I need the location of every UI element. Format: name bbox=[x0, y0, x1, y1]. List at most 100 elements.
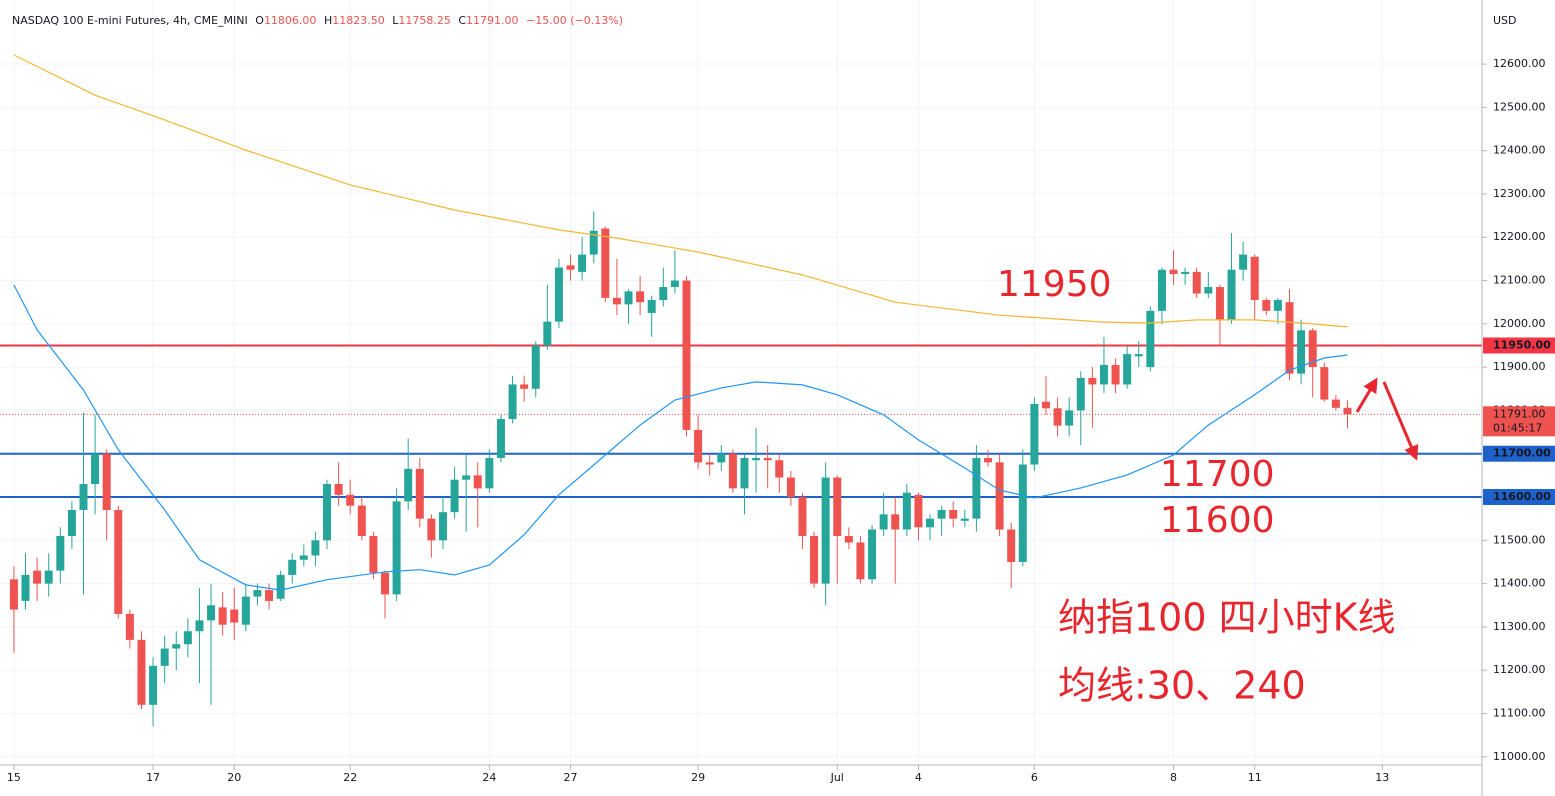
annotation: 11950 bbox=[997, 264, 1112, 305]
price-label: 11600.00 bbox=[1493, 490, 1551, 503]
lines bbox=[0, 344, 1482, 499]
y-tick-label: 11100.00 bbox=[1493, 706, 1546, 719]
price-label: 11700.00 bbox=[1493, 447, 1551, 460]
candle-body bbox=[149, 665, 158, 705]
x-tick-label: Jul bbox=[830, 771, 844, 784]
l-value: 11758.25 bbox=[398, 14, 451, 27]
candle-body bbox=[891, 514, 900, 530]
price-label: 11791.00 bbox=[1493, 407, 1546, 420]
candle-body bbox=[369, 535, 378, 573]
y-tick-label: 11300.00 bbox=[1493, 620, 1546, 633]
candle-body bbox=[33, 570, 42, 584]
candle-body bbox=[1308, 330, 1317, 368]
candle-body bbox=[589, 230, 598, 255]
y-tick-label: 11900.00 bbox=[1493, 360, 1546, 373]
candle-body bbox=[241, 596, 250, 625]
y-tick-label: 11000.00 bbox=[1493, 750, 1546, 763]
annotation: 均线:30、240 bbox=[1058, 664, 1306, 708]
candle-body bbox=[821, 477, 830, 584]
candle-body bbox=[763, 458, 772, 461]
candle-body bbox=[183, 631, 192, 645]
candle-body bbox=[659, 287, 668, 301]
price-label: 11950.00 bbox=[1493, 338, 1551, 351]
candles bbox=[9, 211, 1352, 727]
y-tick-label: 11500.00 bbox=[1493, 533, 1546, 546]
candle-body bbox=[868, 529, 877, 580]
candle-body bbox=[775, 460, 784, 478]
x-tick-label: 20 bbox=[227, 771, 241, 784]
currency: USD bbox=[1493, 14, 1517, 27]
candle-body bbox=[1250, 256, 1259, 301]
change: −15.00 (−0.13%) bbox=[526, 14, 623, 27]
candle-body bbox=[1041, 401, 1050, 409]
candle-body bbox=[44, 570, 53, 584]
candle-body bbox=[728, 453, 737, 489]
moving-average bbox=[13, 54, 1348, 328]
candle-body bbox=[949, 510, 958, 519]
candle-body bbox=[1285, 302, 1294, 374]
candle-body bbox=[1030, 403, 1039, 465]
candle-body bbox=[380, 572, 389, 595]
candle-body bbox=[1227, 269, 1236, 320]
candle-body bbox=[1297, 330, 1306, 374]
candle-body bbox=[195, 620, 204, 632]
candle-body bbox=[914, 494, 923, 528]
candle-body bbox=[752, 458, 761, 461]
candle-body bbox=[323, 484, 332, 541]
candle-body bbox=[972, 458, 981, 519]
candle-body bbox=[717, 453, 726, 463]
candle-body bbox=[1134, 354, 1143, 357]
candle-body bbox=[357, 505, 366, 536]
candle-body bbox=[265, 590, 274, 601]
candle-body bbox=[1169, 269, 1178, 275]
candle-body bbox=[810, 535, 819, 584]
candle-body bbox=[995, 462, 1004, 530]
candle-body bbox=[984, 458, 992, 463]
x-tick-label: 11 bbox=[1248, 771, 1262, 784]
candle-body bbox=[624, 291, 633, 305]
candle-body bbox=[960, 518, 969, 521]
candle-body bbox=[1111, 364, 1120, 385]
candle-body bbox=[578, 254, 587, 272]
c-value: 11791.00 bbox=[466, 14, 519, 27]
candle-body bbox=[554, 267, 563, 322]
candle-body bbox=[137, 639, 146, 705]
candle-body bbox=[705, 462, 714, 465]
y-tick-label: 12400.00 bbox=[1493, 144, 1546, 157]
candle-body bbox=[1123, 354, 1132, 385]
candle-body bbox=[473, 475, 482, 489]
candle-body bbox=[1239, 254, 1248, 270]
candle-body bbox=[833, 477, 842, 536]
x-tick-label: 29 bbox=[691, 771, 705, 784]
candle-body bbox=[1088, 377, 1097, 385]
o-label: O bbox=[255, 14, 264, 27]
candle-body bbox=[682, 280, 691, 430]
annotation: 11700 bbox=[1160, 454, 1275, 495]
candle-body bbox=[91, 453, 100, 485]
candle-body bbox=[786, 477, 795, 498]
candle-body bbox=[334, 484, 343, 495]
candle-body bbox=[1192, 271, 1201, 294]
candle-body bbox=[1146, 310, 1155, 368]
price-label-bg bbox=[1483, 489, 1555, 506]
candle-body bbox=[427, 518, 436, 541]
x-tick-label: 6 bbox=[1031, 771, 1038, 784]
symbol: NASDAQ 100 E-mini Futures, 4h, CME_MINI bbox=[12, 14, 248, 27]
candle-body bbox=[1262, 300, 1271, 311]
moving-averages bbox=[13, 54, 1348, 591]
moving-average bbox=[13, 284, 1348, 591]
candle-body bbox=[1320, 367, 1329, 400]
candle-body bbox=[1215, 287, 1224, 320]
price-label-bg bbox=[1483, 337, 1555, 354]
candle-body bbox=[253, 590, 262, 597]
y-tick-label: 12300.00 bbox=[1493, 187, 1546, 200]
candle-body bbox=[1018, 464, 1027, 562]
candle-body bbox=[438, 512, 447, 541]
h-value: 11823.50 bbox=[332, 14, 385, 27]
candle-body bbox=[670, 280, 679, 288]
y-tick-label: 12600.00 bbox=[1493, 57, 1546, 70]
y-tick-label: 11200.00 bbox=[1493, 663, 1546, 676]
candle-body bbox=[647, 300, 656, 314]
